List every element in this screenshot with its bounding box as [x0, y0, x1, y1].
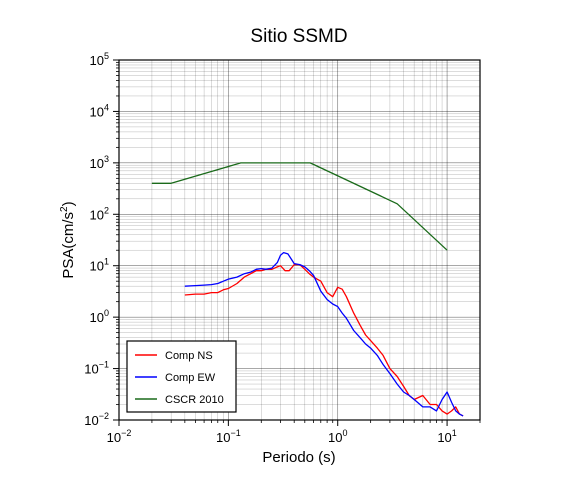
legend-label-comp-ew: Comp EW [165, 372, 216, 384]
series-line-cscr-2010 [151, 162, 448, 251]
grid [118, 60, 481, 421]
y-tick-label-base: 10 [84, 413, 98, 428]
x-axis-label: Periodo (s) [262, 449, 335, 466]
y-tick-label-base: 10 [90, 156, 104, 171]
y-tick-label-exp: 5 [104, 51, 109, 61]
series-line-comp-ns [184, 263, 464, 417]
x-tick-label-exp: 0 [342, 428, 347, 438]
y-tick-label-exp: −2 [99, 411, 109, 421]
x-tick-label: 100 [328, 428, 347, 445]
y-tick-label-base: 10 [90, 104, 104, 119]
y-tick-label: 10−1 [84, 360, 109, 377]
x-tick-label-base: 10 [328, 430, 342, 445]
y-tick-label: 10−2 [84, 411, 109, 428]
y-tick-label: 101 [90, 257, 109, 274]
y-tick-label-base: 10 [90, 53, 104, 68]
y-axis-label: PSA(cm/s2) [59, 201, 77, 278]
y-tick-label: 100 [90, 308, 109, 325]
y-axis-label-main: PSA(cm/s [60, 212, 77, 279]
chart-title: Sitio SSMD [250, 26, 347, 47]
series-line-comp-ew [184, 251, 464, 417]
x-tick-label: 10−1 [216, 428, 241, 445]
y-tick-label-base: 10 [90, 259, 104, 274]
x-tick-label-base: 10 [216, 430, 230, 445]
x-tick-label-exp: −2 [121, 428, 131, 438]
y-tick-label-base: 10 [90, 310, 104, 325]
x-tick-label-base: 10 [107, 430, 121, 445]
legend: Comp NS Comp EW CSCR 2010 [126, 340, 237, 413]
y-tick-label-exp: −1 [99, 360, 109, 370]
x-tick-label-base: 10 [437, 430, 451, 445]
legend-label-cscr-2010: CSCR 2010 [165, 394, 224, 406]
y-tick-label-base: 10 [84, 362, 98, 377]
y-axis-label-tail: ) [60, 201, 77, 206]
y-tick-label-exp: 1 [104, 257, 109, 267]
x-tick-label-exp: 1 [452, 428, 457, 438]
y-tick-label: 103 [90, 154, 109, 171]
x-tick-label: 101 [437, 428, 456, 445]
y-tick-label: 102 [90, 205, 109, 222]
plot-frame [118, 59, 481, 421]
y-axis-label-sup: 2 [59, 206, 70, 212]
y-tick-label: 105 [90, 51, 109, 68]
y-tick-label-exp: 2 [104, 205, 109, 215]
x-tick-label-exp: −1 [230, 428, 240, 438]
y-tick-label-base: 10 [90, 207, 104, 222]
y-tick-label-exp: 0 [104, 308, 109, 318]
y-tick-label: 104 [90, 102, 109, 119]
x-tick-label: 10−2 [107, 428, 132, 445]
series-layer [151, 162, 464, 417]
y-tick-label-exp: 3 [104, 154, 109, 164]
y-tick-label-exp: 4 [104, 102, 109, 112]
legend-label-comp-ns: Comp NS [165, 350, 213, 362]
